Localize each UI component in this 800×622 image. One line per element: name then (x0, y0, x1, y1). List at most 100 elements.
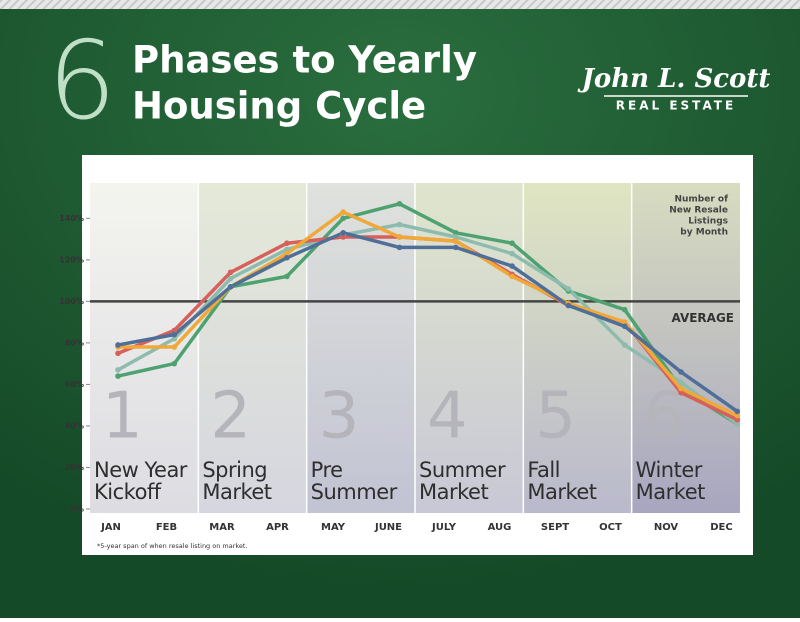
phase-number: 3 (319, 380, 360, 454)
phase-number: 6 (644, 380, 685, 454)
series-point (115, 373, 121, 379)
series-point (227, 284, 234, 290)
x-tick-label: DEC (710, 522, 732, 533)
series-point (453, 230, 459, 236)
y-tick-label: 40% (65, 421, 84, 430)
series-point (115, 367, 121, 373)
series-point (284, 254, 290, 261)
series-point (115, 350, 121, 357)
annotation: by Month (680, 228, 728, 238)
phase-number: 5 (535, 380, 576, 454)
annotation: Listings (688, 217, 728, 227)
x-tick-label: JUNE (374, 522, 402, 533)
y-tick-label: 20% (65, 463, 84, 472)
title-line: Phases to Yearly (132, 39, 477, 82)
footnote: *5-year span of when resale listing on m… (97, 542, 248, 550)
series-point (227, 275, 234, 282)
phase-name: Summer (311, 480, 398, 504)
phase-name: Kickoff (94, 480, 162, 504)
series-point (284, 273, 290, 280)
title-line: Housing Cycle (132, 85, 426, 128)
phase-number: 4 (427, 380, 468, 454)
series-point (734, 412, 741, 419)
series-point (565, 286, 572, 292)
phase-name: Market (419, 480, 488, 504)
logo-tagline: REAL ESTATE (616, 99, 736, 113)
x-tick-label: APR (266, 522, 289, 533)
series-point (509, 240, 515, 247)
phase-name: Market (527, 480, 596, 504)
series-line (116, 222, 740, 426)
series-point (284, 250, 290, 257)
y-tick-label: 140% (59, 214, 84, 223)
series-point (340, 230, 347, 236)
phase-name: Summer (419, 458, 506, 482)
phase-number: 1 (102, 380, 143, 454)
series-point (396, 221, 403, 228)
series-point (171, 360, 178, 367)
series-point (678, 379, 684, 386)
series-point (171, 344, 178, 350)
annotation: New Resale (669, 206, 728, 216)
x-tick-label: MAR (209, 522, 235, 533)
series-point (678, 385, 684, 392)
series-point (621, 323, 628, 330)
y-tick-label: 100% (59, 297, 84, 306)
phase-name: Winter (636, 458, 703, 482)
series-point (734, 408, 741, 415)
series-point (509, 273, 515, 280)
series-point (340, 215, 347, 222)
series-point (340, 209, 347, 215)
x-tick-label: AUG (488, 522, 512, 533)
series-point (227, 269, 234, 276)
series-point (621, 306, 628, 313)
series-point (453, 244, 459, 251)
x-tick-label: SEPT (541, 522, 569, 533)
series-point (734, 416, 741, 423)
series-point (509, 263, 515, 269)
y-tick-label: 80% (65, 338, 84, 347)
annotation: Number of (674, 195, 728, 205)
series-point (284, 240, 290, 247)
x-tick-label: JULY (431, 522, 457, 533)
phase-band (198, 183, 307, 513)
phase-band (523, 183, 632, 513)
series-point (284, 246, 290, 253)
series-point (396, 200, 403, 207)
series-point (621, 342, 628, 348)
series-point (171, 335, 178, 342)
phase-name: Market (202, 480, 271, 504)
header-number: 6 (48, 19, 117, 144)
x-tick-label: FEB (156, 522, 177, 533)
phase-name: Fall (527, 458, 560, 482)
series-line (116, 202, 740, 426)
y-tick-label: 0% (70, 505, 84, 514)
x-tick-label: OCT (599, 522, 622, 533)
x-tick-label: NOV (654, 522, 679, 533)
phase-number: 2 (210, 380, 251, 454)
series-point (678, 369, 684, 375)
series-point (171, 327, 178, 334)
phase-name: Spring (202, 458, 267, 482)
series-point (115, 342, 121, 348)
top-stripe (0, 0, 800, 9)
phase-name: Market (636, 480, 705, 504)
y-tick-label: 60% (65, 380, 84, 389)
series-point (509, 250, 515, 257)
series-line (116, 231, 740, 414)
series-point (453, 238, 459, 244)
x-tick-label: JAN (100, 522, 121, 533)
phase-name: New Year (94, 458, 188, 482)
y-tick-label: 120% (59, 255, 84, 264)
series-point (565, 302, 572, 309)
x-tick-label: MAY (321, 522, 346, 533)
series-point (678, 389, 684, 396)
series-point (396, 234, 403, 240)
phase-name: Pre (311, 458, 343, 482)
logo-name: John L. Scott (577, 64, 771, 94)
series-point (453, 234, 459, 240)
average-label: AVERAGE (671, 311, 734, 325)
